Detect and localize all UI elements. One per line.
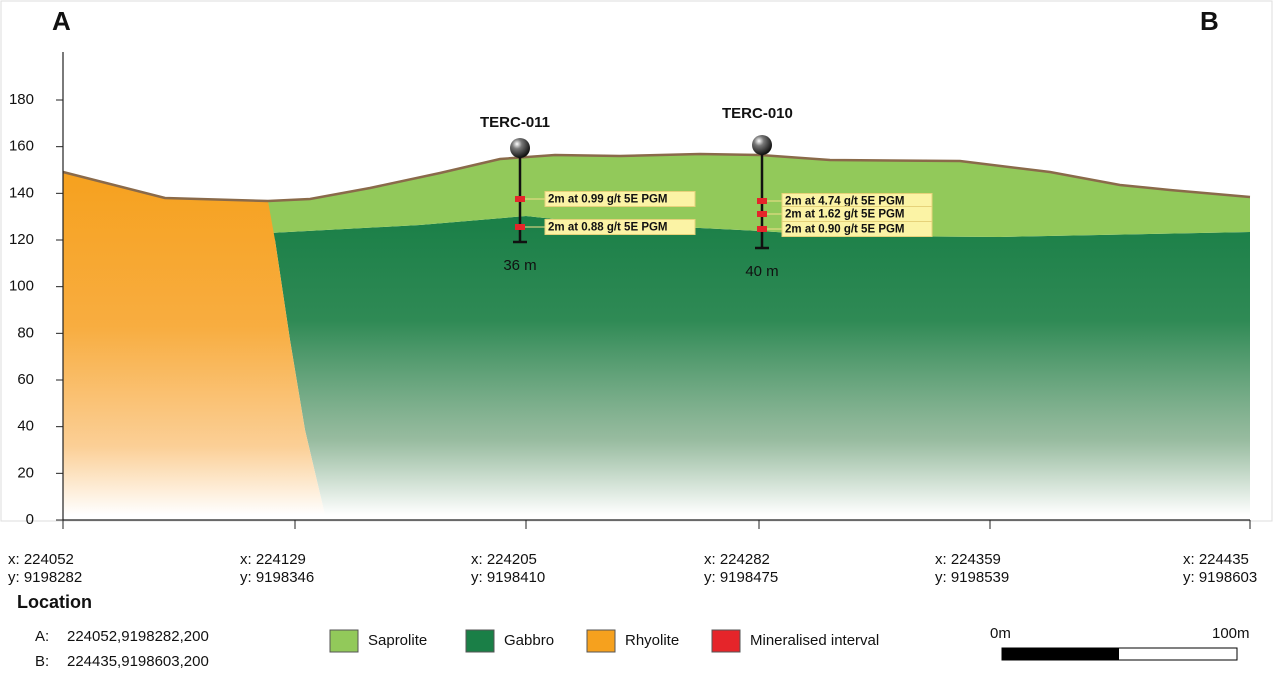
drill-collar: [510, 138, 530, 158]
scale-end: 100m: [1212, 625, 1250, 642]
page: {"section": {"start_label": "A", "end_la…: [0, 0, 1273, 677]
legend-label: Saprolite: [368, 632, 427, 649]
location-key: A:: [35, 628, 49, 645]
interval-label: 2m at 4.74 g/t 5E PGM: [785, 196, 905, 208]
x-tick-label: x: 224052: [8, 551, 74, 568]
y-tick-label: 180: [9, 91, 34, 108]
legend-label: Gabbro: [504, 632, 554, 649]
section-start-label: A: [52, 6, 71, 36]
interval-label: 2m at 1.62 g/t 5E PGM: [785, 209, 905, 221]
mineralised-interval: [757, 211, 767, 217]
y-coord-label: y: 9198282: [8, 569, 82, 586]
legend-swatch: [330, 630, 358, 652]
legend-swatch: [712, 630, 740, 652]
drill-collar: [752, 135, 772, 155]
mineralised-interval: [515, 224, 525, 230]
drill-depth: 36 m: [503, 257, 536, 274]
y-tick-label: 80: [17, 324, 34, 341]
y-tick-label: 40: [17, 418, 34, 435]
y-tick-label: 120: [9, 231, 34, 248]
mineralised-interval: [757, 198, 767, 204]
x-tick-label: x: 224282: [704, 551, 770, 568]
saprolite-unit: [268, 154, 1250, 237]
y-tick-label: 60: [17, 371, 34, 388]
mineralised-interval: [757, 226, 767, 232]
cross-section: A B Location 0m 100m 0 20 40 60 80 100 120 140 1…: [0, 0, 1273, 677]
interval-label: 2m at 0.88 g/t 5E PGM: [548, 222, 668, 234]
location-value: 224435,9198603,200: [67, 653, 209, 670]
location-value: 224052,9198282,200: [67, 628, 209, 645]
y-coord-label: y: 9198410: [471, 569, 545, 586]
y-tick-label: 20: [17, 464, 34, 481]
scale-bar: 0m 100m: [990, 625, 1250, 660]
y-coord-label: y: 9198475: [704, 569, 778, 586]
x-tick-label: x: 224435: [1183, 551, 1249, 568]
y-tick-label: 100: [9, 278, 34, 295]
location-title: Location: [17, 592, 92, 612]
scale-start: 0m: [990, 625, 1011, 642]
x-tick-label: x: 224205: [471, 551, 537, 568]
scale-bar-fill: [1002, 648, 1119, 660]
y-tick-label: 0: [26, 511, 34, 528]
section-end-label: B: [1200, 6, 1219, 36]
mineralised-interval: [515, 196, 525, 202]
legend-label: Rhyolite: [625, 632, 679, 649]
gabbro-unit: [270, 216, 1250, 515]
legend-swatch: [587, 630, 615, 652]
legend-swatch: [466, 630, 494, 652]
location-key: B:: [35, 653, 49, 670]
y-tick-label: 140: [9, 184, 34, 201]
y-tick-label: 160: [9, 138, 34, 155]
y-coord-label: y: 9198346: [240, 569, 314, 586]
interval-label: 2m at 0.99 g/t 5E PGM: [548, 194, 668, 206]
interval-label: 2m at 0.90 g/t 5E PGM: [785, 224, 905, 236]
y-coord-label: y: 9198539: [935, 569, 1009, 586]
y-coord-label: y: 9198603: [1183, 569, 1257, 586]
drill-depth: 40 m: [745, 263, 778, 280]
legend-label: Mineralised interval: [750, 632, 879, 649]
x-tick-label: x: 224359: [935, 551, 1001, 568]
drillhole-name: TERC-010: [722, 105, 793, 122]
drillhole-name: TERC-011: [480, 114, 550, 131]
x-tick-label: x: 224129: [240, 551, 306, 568]
